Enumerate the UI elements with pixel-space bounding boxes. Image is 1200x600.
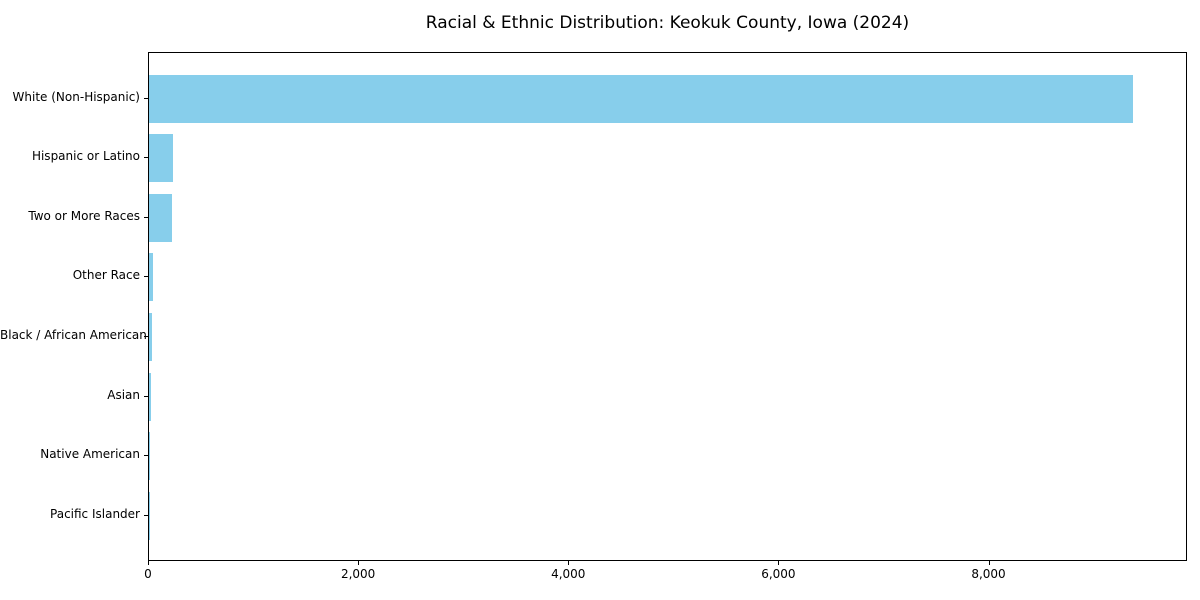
- y-tick-mark: [144, 97, 148, 99]
- bar: [149, 372, 152, 421]
- x-axis-tick-label: 4,000: [551, 567, 586, 581]
- x-axis-tick-label: 2,000: [340, 567, 376, 581]
- x-axis-tick-label: 0: [144, 567, 152, 581]
- chart-title: Racial & Ethnic Distribution: Keokuk Cou…: [425, 13, 910, 33]
- y-tick-mark: [144, 455, 148, 457]
- y-axis-label: Native American: [40, 447, 140, 462]
- x-tick-mark: [148, 561, 149, 565]
- y-axis-label: Asian: [107, 387, 140, 402]
- x-tick-mark: [778, 561, 780, 565]
- x-tick-mark: [358, 561, 360, 565]
- bar: [149, 74, 1134, 123]
- x-tick-mark: [568, 561, 570, 565]
- x-tick-mark: [988, 561, 990, 565]
- bar: [149, 193, 172, 242]
- plot-area: [148, 52, 1187, 561]
- y-tick-mark: [144, 335, 148, 337]
- y-axis-label: Two or More Races: [28, 208, 140, 223]
- y-tick-mark: [144, 276, 148, 278]
- y-axis-label: White (Non-Hispanic): [12, 89, 140, 104]
- y-axis-label: Hispanic or Latino: [31, 149, 140, 164]
- y-axis-label: Black / African American: [0, 327, 147, 342]
- bar: [149, 253, 153, 302]
- y-axis-label: Pacific Islander: [50, 506, 140, 521]
- bar: [149, 312, 152, 361]
- x-axis-tick-label: 8,000: [971, 567, 1006, 581]
- y-tick-mark: [144, 216, 148, 218]
- bar: [149, 134, 173, 183]
- y-tick-mark: [144, 157, 148, 159]
- x-axis-tick-label: 6,000: [761, 567, 796, 581]
- y-axis-label: Other Race: [72, 268, 140, 283]
- y-tick-mark: [144, 395, 148, 397]
- y-tick-mark: [144, 514, 148, 516]
- bar: [149, 432, 150, 481]
